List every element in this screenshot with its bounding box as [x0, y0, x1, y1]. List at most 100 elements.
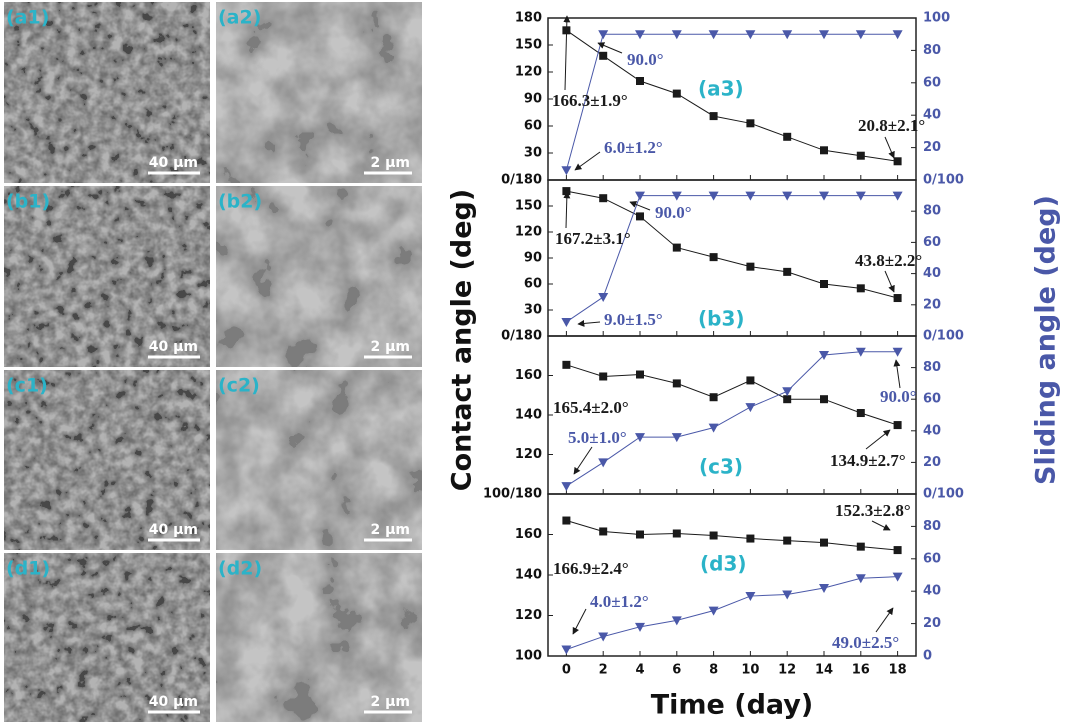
marker-triangle — [782, 30, 793, 40]
marker-square — [746, 534, 755, 543]
y2-tick-label: 0/100 — [923, 329, 964, 344]
y2-tick-label: 60 — [923, 392, 941, 407]
annotation-arrow — [563, 15, 571, 91]
marker-square — [636, 77, 644, 85]
marker-triangle — [745, 403, 756, 413]
y2-tick-label: 40 — [923, 108, 941, 123]
panel-label: (a3) — [698, 77, 744, 101]
x-tick-label: 4 — [635, 663, 644, 678]
y-tick-label: 150 — [515, 38, 542, 53]
sem-texture — [4, 2, 210, 183]
annotation: 166.3±1.9° — [552, 91, 628, 110]
annotation-arrow — [597, 42, 623, 54]
marker-triangle — [635, 433, 645, 443]
marker-square — [709, 393, 718, 402]
marker-triangle — [855, 191, 866, 201]
y-tick-label: 0/180 — [501, 329, 542, 344]
y-tick-label: 180 — [515, 11, 542, 26]
panel-label: (b3) — [698, 307, 745, 331]
y-tick-label: 100/180 — [483, 487, 542, 502]
annotation-arrow — [629, 201, 651, 211]
annotation: 152.3±2.8° — [835, 501, 911, 520]
marker-square — [856, 542, 865, 551]
marker-square — [746, 119, 755, 128]
marker-square — [636, 370, 644, 379]
scale-bar-label: 40 µm — [149, 522, 198, 538]
marker-triangle — [671, 30, 682, 40]
marker-triangle — [782, 191, 793, 201]
annotation: 90.0° — [627, 50, 664, 69]
x-tick-label: 10 — [741, 663, 759, 678]
marker-triangle — [671, 191, 682, 201]
marker-triangle — [598, 632, 609, 642]
series-line — [566, 29, 898, 162]
sem-texture — [4, 553, 210, 722]
marker-triangle — [819, 191, 829, 201]
series-line — [565, 33, 898, 171]
image-label: (c1) — [6, 375, 48, 397]
y-tick-label: 60 — [524, 119, 542, 134]
y2-tick-label: 80 — [923, 204, 941, 219]
marker-square — [783, 267, 792, 276]
y2-tick-label: 0 — [923, 649, 932, 664]
annotation-arrow — [871, 520, 891, 531]
annotation: 6.0±1.2° — [604, 138, 663, 157]
marker-triangle — [892, 30, 903, 40]
marker-triangle — [855, 30, 866, 40]
x-tick-label: 0 — [562, 663, 571, 678]
image-label: (d2) — [218, 558, 262, 580]
marker-triangle — [708, 606, 719, 616]
annotation: 5.0±1.0° — [568, 428, 627, 447]
marker-triangle — [745, 592, 756, 602]
marker-square — [783, 395, 792, 404]
y-tick-label: 30 — [524, 146, 542, 161]
y-tick-label: 90 — [524, 251, 542, 266]
annotation-arrow — [573, 446, 593, 475]
marker-square — [783, 536, 792, 545]
annotation-arrow — [574, 151, 601, 171]
marker-triangle — [561, 482, 572, 492]
marker-square — [856, 284, 865, 293]
image-label: (c2) — [218, 375, 260, 397]
y2-tick-label: 60 — [923, 75, 941, 90]
x-tick-label: 2 — [599, 663, 608, 678]
marker-triangle — [708, 191, 719, 201]
marker-triangle — [745, 30, 756, 40]
y-tick-label: 0/180 — [501, 173, 542, 188]
y2-tick-label: 20 — [923, 455, 941, 470]
y-tick-label: 90 — [524, 92, 542, 107]
marker-triangle — [561, 166, 572, 176]
marker-square — [856, 409, 865, 418]
y-tick-label: 120 — [515, 608, 542, 623]
panel-label: (d3) — [700, 552, 747, 576]
x-axis-label: Time (day) — [651, 690, 814, 721]
marker-square — [820, 538, 828, 547]
annotation: 49.0±2.5° — [832, 633, 899, 652]
annotation: 134.9±2.7° — [830, 451, 906, 470]
marker-square — [820, 280, 828, 288]
y2-tick-label: 100 — [923, 11, 950, 26]
annotation: 4.0±1.2° — [590, 592, 649, 611]
annotation: 165.4±2.0° — [553, 398, 629, 417]
marker-square — [599, 527, 608, 536]
sem-texture — [4, 370, 210, 550]
y2-tick-label: 20 — [923, 297, 941, 312]
marker-square — [893, 421, 902, 430]
marker-square — [562, 516, 571, 525]
y2-tick-label: 80 — [923, 360, 941, 375]
sem-texture — [216, 186, 422, 367]
marker-square — [783, 132, 792, 141]
image-label: (d1) — [6, 558, 50, 580]
sem-texture — [216, 370, 422, 550]
x-tick-label: 16 — [852, 663, 870, 678]
marker-triangle — [855, 347, 866, 357]
marker-triangle — [635, 622, 645, 632]
marker-square — [672, 243, 681, 252]
marker-triangle — [819, 583, 829, 593]
marker-triangle — [635, 30, 645, 40]
annotation-arrow — [875, 607, 894, 633]
marker-triangle — [598, 293, 609, 302]
annotation-arrow — [577, 319, 601, 327]
marker-square — [599, 51, 608, 60]
